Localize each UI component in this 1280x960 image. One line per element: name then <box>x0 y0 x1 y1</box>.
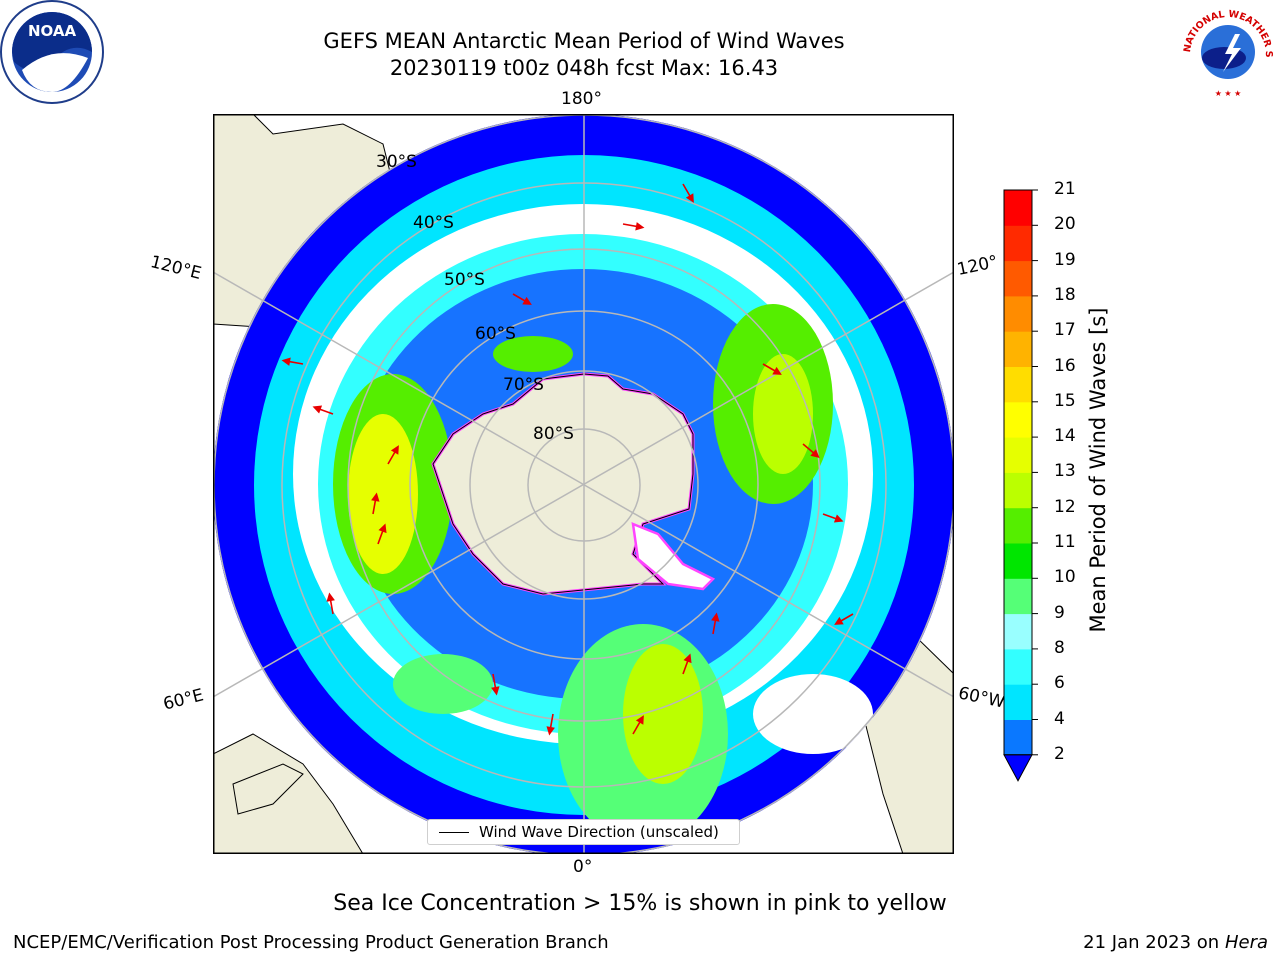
colorbar-tick-label: 18 <box>1054 284 1076 305</box>
colorbar-segment <box>1004 225 1032 262</box>
colorbar-tick-label: 17 <box>1054 320 1076 341</box>
land-africa <box>213 733 364 854</box>
legend-label: Wind Wave Direction (unscaled) <box>479 823 719 841</box>
colorbar-tick-label: 14 <box>1054 426 1076 447</box>
lat-label-50s: 50°S <box>444 270 485 290</box>
footer-credit: NCEP/EMC/Verification Post Processing Pr… <box>13 932 609 953</box>
colorbar-tick-label: 2 <box>1054 743 1065 764</box>
colorbar-tick-label: 6 <box>1054 673 1065 694</box>
colorbar-segment <box>1004 401 1032 438</box>
footer-machine: Hera <box>1224 932 1268 953</box>
page-subtitle: 20230119 t00z 048h fcst Max: 16.43 <box>389 56 779 80</box>
noaa-logo: NOAA <box>0 0 104 104</box>
lon-label-top: 180° <box>561 89 602 109</box>
colorbar-segment <box>1004 613 1032 650</box>
colorbar-segment <box>1004 437 1032 473</box>
lat-label-80s: 80°S <box>533 424 574 444</box>
colorbar-tick-label: 19 <box>1054 249 1076 270</box>
colorbar-tick-label: 8 <box>1054 637 1065 658</box>
colorbar-title: Mean Period of Wind Waves [s] <box>1086 307 1110 633</box>
colorbar <box>1003 189 1038 782</box>
lat-label-40s: 40°S <box>413 213 454 233</box>
colorbar-segment <box>1004 190 1032 226</box>
lon-label-right-upper: 120° <box>955 251 1000 281</box>
page-title: GEFS MEAN Antarctic Mean Period of Wind … <box>323 29 845 53</box>
lon-label-left-lower: 60°E <box>161 685 206 715</box>
colorbar-tick-label: 16 <box>1054 355 1076 376</box>
lat-label-60s: 60°S <box>475 324 516 344</box>
footer-date-text: 21 Jan 2023 on <box>1083 932 1220 953</box>
colorbar-segment <box>1004 684 1032 720</box>
colorbar-tick-label: 21 <box>1054 179 1076 199</box>
colorbar-tick-label: 11 <box>1054 532 1076 552</box>
colorbar-segment <box>1004 507 1032 544</box>
lat-label-70s: 70°S <box>503 375 544 395</box>
colorbar-segment <box>1004 331 1032 367</box>
colorbar-segment <box>1004 578 1032 615</box>
colorbar-segment <box>1004 543 1032 579</box>
lat-label-30s: 30°S <box>376 152 417 172</box>
colorbar-segment <box>1004 719 1032 756</box>
colorbar-tick-label: 13 <box>1054 461 1076 482</box>
map-caption: Sea Ice Concentration > 15% is shown in … <box>333 891 947 916</box>
lon-label-right-lower: 60°W <box>956 683 1007 713</box>
colorbar-tick-label: 10 <box>1054 567 1076 588</box>
colorbar-tick-label: 12 <box>1054 496 1076 517</box>
wind-wave-arrows <box>281 183 854 736</box>
colorbar-tick-label: 9 <box>1054 602 1065 623</box>
colorbar-segment <box>1004 295 1032 332</box>
noaa-logo-text: NOAA <box>28 22 77 40</box>
lon-label-left-upper: 120°E <box>148 252 204 284</box>
map-panel <box>213 114 954 854</box>
legend-line-icon <box>439 831 469 833</box>
colorbar-tick-label: 20 <box>1054 214 1076 235</box>
footer-date: 21 Jan 2023 on Hera <box>1083 932 1268 953</box>
colorbar-segment <box>1004 472 1032 509</box>
nws-logo: NATIONAL WEATHER SERVICE ★ ★ ★ <box>1177 0 1276 98</box>
svg-text:★ ★ ★: ★ ★ ★ <box>1215 89 1242 98</box>
colorbar-segment <box>1004 648 1032 685</box>
land-madagascar <box>232 763 304 815</box>
colorbar-extend-arrow <box>1003 754 1033 782</box>
colorbar-segment <box>1004 260 1032 297</box>
map-legend: Wind Wave Direction (unscaled) <box>427 819 740 845</box>
lon-label-bottom: 0° <box>573 857 593 877</box>
colorbar-tick-label: 4 <box>1054 708 1065 729</box>
colorbar-segment <box>1004 366 1032 403</box>
colorbar-tick-label: 15 <box>1054 390 1076 411</box>
